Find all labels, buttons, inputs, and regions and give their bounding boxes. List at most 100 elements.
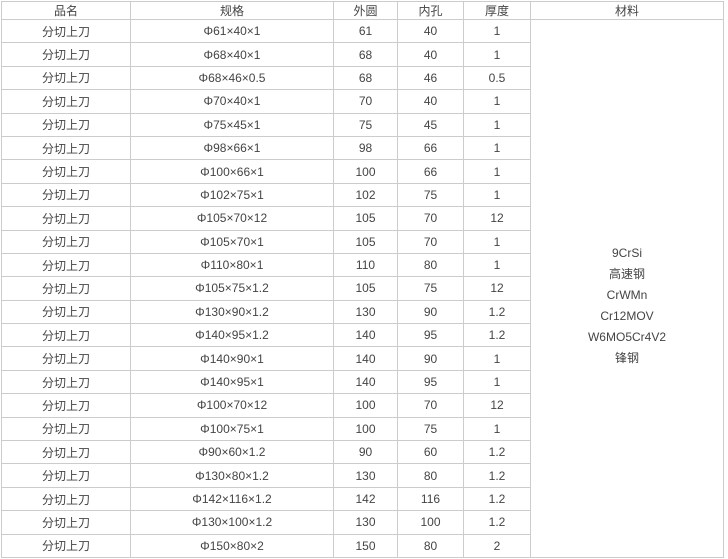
column-header-thickness: 厚度: [463, 1, 531, 20]
cell-thickness: 1.2: [463, 323, 531, 348]
cell-inner-hole: 70: [397, 229, 464, 254]
cell-outer-diameter: 98: [333, 135, 398, 161]
cell-product-name: 分切上刀: [1, 510, 131, 535]
cell-inner-hole: 60: [397, 440, 464, 465]
cell-inner-hole: 95: [397, 369, 464, 395]
cell-inner-hole: 46: [397, 65, 464, 91]
cell-inner-hole: 80: [397, 533, 464, 559]
table-row: 分切上刀 Φ140×95×1 140 95 1: [1, 369, 724, 395]
table-row: 分切上刀 Φ105×75×1.2 105 75 12: [1, 276, 724, 301]
cell-product-name: 分切上刀: [1, 182, 131, 208]
cell-thickness: 12: [463, 393, 531, 418]
cell-inner-hole: 80: [397, 463, 464, 488]
cell-product-name: 分切上刀: [1, 346, 131, 371]
cell-inner-hole: 66: [397, 135, 464, 161]
cell-product-name: 分切上刀: [1, 463, 131, 488]
cell-product-name: 分切上刀: [1, 135, 131, 161]
cell-outer-diameter: 68: [333, 42, 398, 67]
cell-outer-diameter: 90: [333, 440, 398, 465]
cell-spec: Φ98×66×1: [130, 135, 334, 161]
cell-thickness: 12: [463, 206, 531, 231]
cell-inner-hole: 90: [397, 299, 464, 325]
cell-thickness: 1: [463, 135, 531, 161]
cell-spec: Φ90×60×1.2: [130, 440, 334, 465]
cell-outer-diameter: 142: [333, 486, 398, 512]
cell-spec: Φ142×116×1.2: [130, 486, 334, 512]
table-row: 分切上刀 Φ140×90×1 140 90 1: [1, 346, 724, 371]
cell-outer-diameter: 110: [333, 252, 398, 278]
cell-thickness: 12: [463, 276, 531, 301]
cell-product-name: 分切上刀: [1, 252, 131, 278]
cell-inner-hole: 90: [397, 346, 464, 371]
cell-product-name: 分切上刀: [1, 206, 131, 231]
cell-thickness: 1: [463, 182, 531, 208]
cell-outer-diameter: 140: [333, 369, 398, 395]
column-header-product-name: 品名: [1, 1, 131, 20]
cell-thickness: 1.2: [463, 463, 531, 488]
cell-product-name: 分切上刀: [1, 440, 131, 465]
cell-inner-hole: 66: [397, 159, 464, 184]
cell-outer-diameter: 61: [333, 18, 398, 44]
cell-inner-hole: 75: [397, 416, 464, 442]
cell-thickness: 0.5: [463, 65, 531, 91]
cell-product-name: 分切上刀: [1, 369, 131, 395]
cell-spec: Φ130×90×1.2: [130, 299, 334, 325]
cell-product-name: 分切上刀: [1, 323, 131, 348]
table-row: 分切上刀 Φ100×66×1 100 66 1: [1, 159, 724, 184]
cell-inner-hole: 40: [397, 18, 464, 44]
table-row: 分切上刀 Φ61×40×1 61 40 1 9CrSi 高速钢 CrWMn Cr…: [1, 18, 724, 558]
table-row: 分切上刀 Φ90×60×1.2 90 60 1.2: [1, 440, 724, 465]
material-cell: 9CrSi 高速钢 CrWMn Cr12MOV W6MO5Cr4V2 锋钢: [530, 19, 724, 558]
cell-spec: Φ75×45×1: [130, 112, 334, 137]
cell-product-name: 分切上刀: [1, 486, 131, 512]
cell-spec: Φ105×75×1.2: [130, 276, 334, 301]
column-header-spec: 规格: [130, 1, 334, 20]
cell-thickness: 1: [463, 416, 531, 442]
cell-outer-diameter: 102: [333, 182, 398, 208]
cell-inner-hole: 75: [397, 182, 464, 208]
cell-spec: Φ68×46×0.5: [130, 65, 334, 91]
cell-spec: Φ102×75×1: [130, 182, 334, 208]
cell-inner-hole: 40: [397, 42, 464, 67]
cell-product-name: 分切上刀: [1, 276, 131, 301]
cell-thickness: 1.2: [463, 510, 531, 535]
cell-product-name: 分切上刀: [1, 65, 131, 91]
cell-inner-hole: 70: [397, 393, 464, 418]
cell-spec: Φ105×70×1: [130, 229, 334, 254]
cell-outer-diameter: 105: [333, 206, 398, 231]
header-row: 品名 规格 外圆 内孔 厚度 材料: [1, 1, 724, 20]
cell-spec: Φ140×90×1: [130, 346, 334, 371]
cell-outer-diameter: 100: [333, 159, 398, 184]
cell-spec: Φ70×40×1: [130, 89, 334, 114]
cell-thickness: 1: [463, 369, 531, 395]
table-row: 分切上刀 Φ105×70×1 105 70 1: [1, 229, 724, 254]
cell-thickness: 1: [463, 42, 531, 67]
cell-spec: Φ150×80×2: [130, 533, 334, 559]
table-row: 分切上刀 Φ100×75×1 100 75 1: [1, 416, 724, 442]
cell-product-name: 分切上刀: [1, 18, 131, 44]
column-header-inner-hole: 内孔: [397, 1, 464, 20]
cell-spec: Φ105×70×12: [130, 206, 334, 231]
cell-inner-hole: 70: [397, 206, 464, 231]
cell-spec: Φ100×66×1: [130, 159, 334, 184]
cell-outer-diameter: 130: [333, 463, 398, 488]
cell-thickness: 1: [463, 18, 531, 44]
cell-product-name: 分切上刀: [1, 299, 131, 325]
cell-inner-hole: 95: [397, 323, 464, 348]
cell-outer-diameter: 70: [333, 89, 398, 114]
cell-product-name: 分切上刀: [1, 533, 131, 559]
cell-thickness: 1: [463, 229, 531, 254]
cell-outer-diameter: 105: [333, 229, 398, 254]
cell-inner-hole: 100: [397, 510, 464, 535]
table-row: 分切上刀 Φ68×46×0.5 68 46 0.5: [1, 65, 724, 91]
cell-product-name: 分切上刀: [1, 112, 131, 137]
cell-spec: Φ68×40×1: [130, 42, 334, 67]
table-row: 分切上刀 Φ110×80×1 110 80 1: [1, 252, 724, 278]
cell-inner-hole: 116: [397, 486, 464, 512]
table-row: 分切上刀 Φ130×100×1.2 130 100 1.2: [1, 510, 724, 535]
cell-product-name: 分切上刀: [1, 416, 131, 442]
cell-thickness: 1.2: [463, 486, 531, 512]
cell-inner-hole: 80: [397, 252, 464, 278]
cell-spec: Φ100×75×1: [130, 416, 334, 442]
